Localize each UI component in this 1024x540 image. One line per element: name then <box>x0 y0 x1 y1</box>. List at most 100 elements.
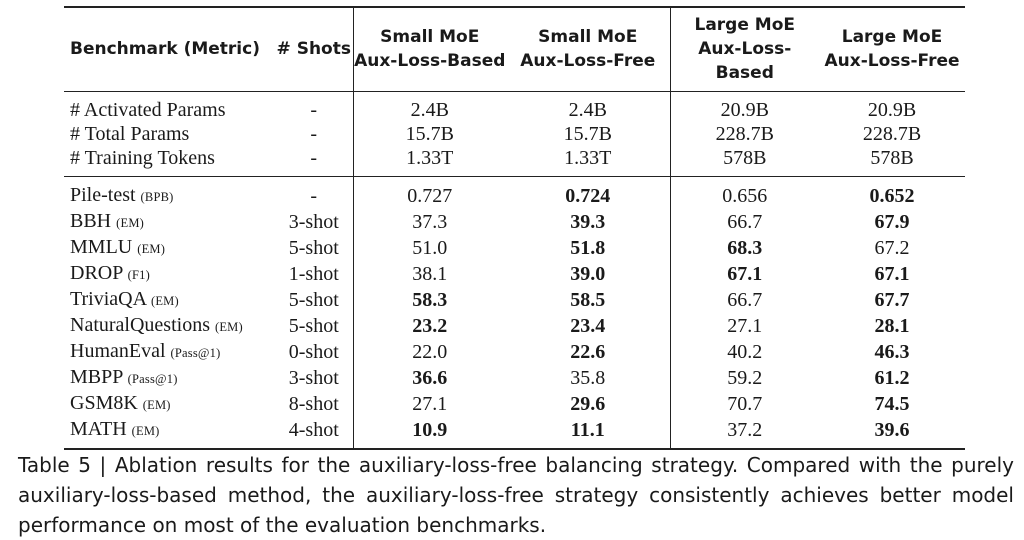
shots-cell: - <box>275 175 354 209</box>
small-moe-aux-loss-based-cell: 15.7B <box>405 123 454 146</box>
benchmark-name: MMLU <box>70 235 133 258</box>
benchmark-name: NaturalQuestions <box>70 313 210 336</box>
large-moe-aux-loss-based-cell: 37.2 <box>670 416 819 450</box>
shots-cell: - <box>275 91 354 123</box>
header-large-moe-aux-loss-free: Large MoE Aux-Loss-Free <box>824 27 960 71</box>
table-row: HumanEval (Pass@1) 0-shot 22.0 22.6 40.2 46.3 <box>64 338 965 365</box>
shots-cell: 0-shot <box>275 338 354 365</box>
benchmark-metric: (EM) <box>150 293 179 308</box>
shots-cell: - <box>275 146 354 177</box>
table-caption: Table 5 | Ablation results for the auxil… <box>18 453 1014 537</box>
benchmark-name: # Training Tokens <box>70 147 215 170</box>
benchmark-name: MBPP <box>70 365 123 388</box>
small-moe-aux-loss-based-cell: 2.4B <box>410 99 449 122</box>
table-row: MATH (EM) 4-shot 10.9 11.1 37.2 39.6 <box>64 416 965 450</box>
large-moe-aux-loss-based-cell: 68.3 <box>727 236 763 259</box>
shots-cell: 5-shot <box>275 286 354 313</box>
large-moe-aux-loss-based-cell: 27.1 <box>727 314 763 337</box>
benchmark-name-cell: # Training Tokens <box>64 146 275 176</box>
header-benchmark: Benchmark (Metric) <box>70 39 260 59</box>
small-moe-aux-loss-based-cell: 1.33T <box>406 147 454 170</box>
large-moe-aux-loss-free-cell: 578B <box>870 147 914 170</box>
large-moe-aux-loss-free-cell: 67.2 <box>874 236 910 259</box>
table-row: GSM8K (EM) 8-shot 27.1 29.6 70.7 74.5 <box>64 390 965 417</box>
small-moe-aux-loss-based-cell: 51.0 <box>412 236 448 259</box>
header-shots: # Shots <box>275 7 354 92</box>
benchmark-metric: (EM) <box>116 215 145 230</box>
benchmark-metric: (Pass@1) <box>127 371 178 386</box>
benchmark-metric: (F1) <box>127 267 150 282</box>
small-moe-aux-loss-free-cell: 35.8 <box>506 364 671 391</box>
shots-cell: 3-shot <box>275 208 354 235</box>
header-small-moe-aux-loss-free: Small MoE Aux-Loss-Free <box>506 7 671 92</box>
small-moe-aux-loss-free-cell: 58.5 <box>506 286 671 313</box>
small-moe-aux-loss-based-cell: 22.0 <box>412 340 448 363</box>
benchmark-name: BBH <box>70 209 112 232</box>
large-moe-aux-loss-based-cell: 66.7 <box>727 288 763 311</box>
small-moe-aux-loss-based-cell: 58.3 <box>412 288 448 311</box>
benchmark-name: # Activated Params <box>70 99 226 122</box>
benchmark-name: TriviaQA <box>70 287 146 310</box>
small-moe-aux-loss-free-cell: 11.1 <box>506 416 671 450</box>
large-moe-aux-loss-free-cell: 67.7 <box>874 288 910 311</box>
table-row: Pile-test (BPB) -0.727 0.724 0.656 0.652 <box>64 175 965 209</box>
benchmark-name-cell: DROP (F1) <box>64 261 275 287</box>
large-moe-aux-loss-free-cell: 67.1 <box>874 262 910 285</box>
shots-cell: 3-shot <box>275 364 354 391</box>
table-row: BBH (EM) 3-shot 37.3 39.3 66.7 67.9 <box>64 208 965 235</box>
large-moe-aux-loss-based-cell: 228.7B <box>715 123 774 146</box>
table-row: # Activated Params - 2.4B 2.4B 20.9B 20.9B <box>64 91 965 123</box>
benchmark-name-cell: MMLU (EM) <box>64 235 275 261</box>
table-row: MMLU (EM) 5-shot 51.0 51.8 68.3 67.2 <box>64 234 965 261</box>
large-moe-aux-loss-based-cell: 67.1 <box>727 262 763 285</box>
small-moe-aux-loss-free-cell: 39.0 <box>506 260 671 287</box>
header-large-moe-aux-loss-based: Large MoE Aux-Loss-Based <box>694 15 795 83</box>
small-moe-aux-loss-free-cell: 39.3 <box>506 208 671 235</box>
benchmark-name-cell: TriviaQA (EM) <box>64 287 275 313</box>
large-moe-aux-loss-based-cell: 40.2 <box>727 340 763 363</box>
large-moe-aux-loss-free-cell: 228.7B <box>862 123 922 146</box>
table-row: MBPP (Pass@1) 3-shot 36.6 35.8 59.2 61.2 <box>64 364 965 391</box>
large-moe-aux-loss-free-cell: 39.6 <box>819 416 965 450</box>
shots-cell: - <box>275 122 354 147</box>
large-moe-aux-loss-based-cell: 578B <box>723 147 767 170</box>
benchmark-metric: (Pass@1) <box>170 345 221 360</box>
large-moe-aux-loss-free-cell: 20.9B <box>867 99 917 122</box>
large-moe-aux-loss-free-cell: 74.5 <box>874 392 910 415</box>
small-moe-aux-loss-based-cell: 0.727 <box>353 175 506 209</box>
small-moe-aux-loss-free-cell: 29.6 <box>506 390 671 417</box>
benchmark-name: DROP <box>70 261 123 284</box>
small-moe-aux-loss-free-cell: 51.8 <box>506 234 671 261</box>
large-moe-aux-loss-based-cell: 66.7 <box>727 210 763 233</box>
large-moe-aux-loss-based-cell: 20.9B <box>720 99 769 122</box>
small-moe-aux-loss-based-cell: 23.2 <box>412 314 448 337</box>
shots-cell: 5-shot <box>275 234 354 261</box>
benchmark-name-cell: # Activated Params <box>64 92 275 123</box>
shots-cell: 8-shot <box>275 390 354 417</box>
small-moe-aux-loss-free-cell: 0.724 <box>506 175 671 209</box>
benchmark-metric: (EM) <box>131 423 160 438</box>
small-moe-aux-loss-free-cell: 2.4B <box>506 91 671 123</box>
benchmark-metric: (EM) <box>142 397 171 412</box>
benchmark-name-cell: HumanEval (Pass@1) <box>64 339 275 365</box>
benchmark-name: HumanEval <box>70 339 166 362</box>
table-body: # Activated Params - 2.4B 2.4B 20.9B 20.9B # T… <box>64 91 965 450</box>
large-moe-aux-loss-based-cell: 70.7 <box>727 392 763 415</box>
benchmark-name-cell: # Total Params <box>64 122 275 146</box>
table-row: DROP (F1) 1-shot 38.1 39.0 67.1 67.1 <box>64 260 965 287</box>
table-row: # Total Params - 15.7B 15.7B 228.7B 228.7B <box>64 122 965 147</box>
shots-cell: 5-shot <box>275 312 354 339</box>
small-moe-aux-loss-based-cell: 37.3 <box>412 210 448 233</box>
ablation-results-table: Benchmark (Metric) # Shots Small MoE Aux-… <box>64 6 965 450</box>
small-moe-aux-loss-based-cell: 10.9 <box>353 416 506 450</box>
large-moe-aux-loss-free-cell: 61.2 <box>874 366 910 389</box>
benchmark-name: MATH <box>70 417 127 440</box>
results-table-container: Benchmark (Metric) # Shots Small MoE Aux-… <box>64 6 965 450</box>
benchmark-metric: (EM) <box>137 241 166 256</box>
benchmark-name-cell: BBH (EM) <box>64 209 275 235</box>
benchmark-name-cell: MBPP (Pass@1) <box>64 365 275 391</box>
large-moe-aux-loss-based-cell: 0.656 <box>670 175 819 209</box>
large-moe-aux-loss-free-cell: 0.652 <box>819 175 965 209</box>
shots-cell: 1-shot <box>275 260 354 287</box>
benchmark-metric: (BPB) <box>140 189 174 204</box>
